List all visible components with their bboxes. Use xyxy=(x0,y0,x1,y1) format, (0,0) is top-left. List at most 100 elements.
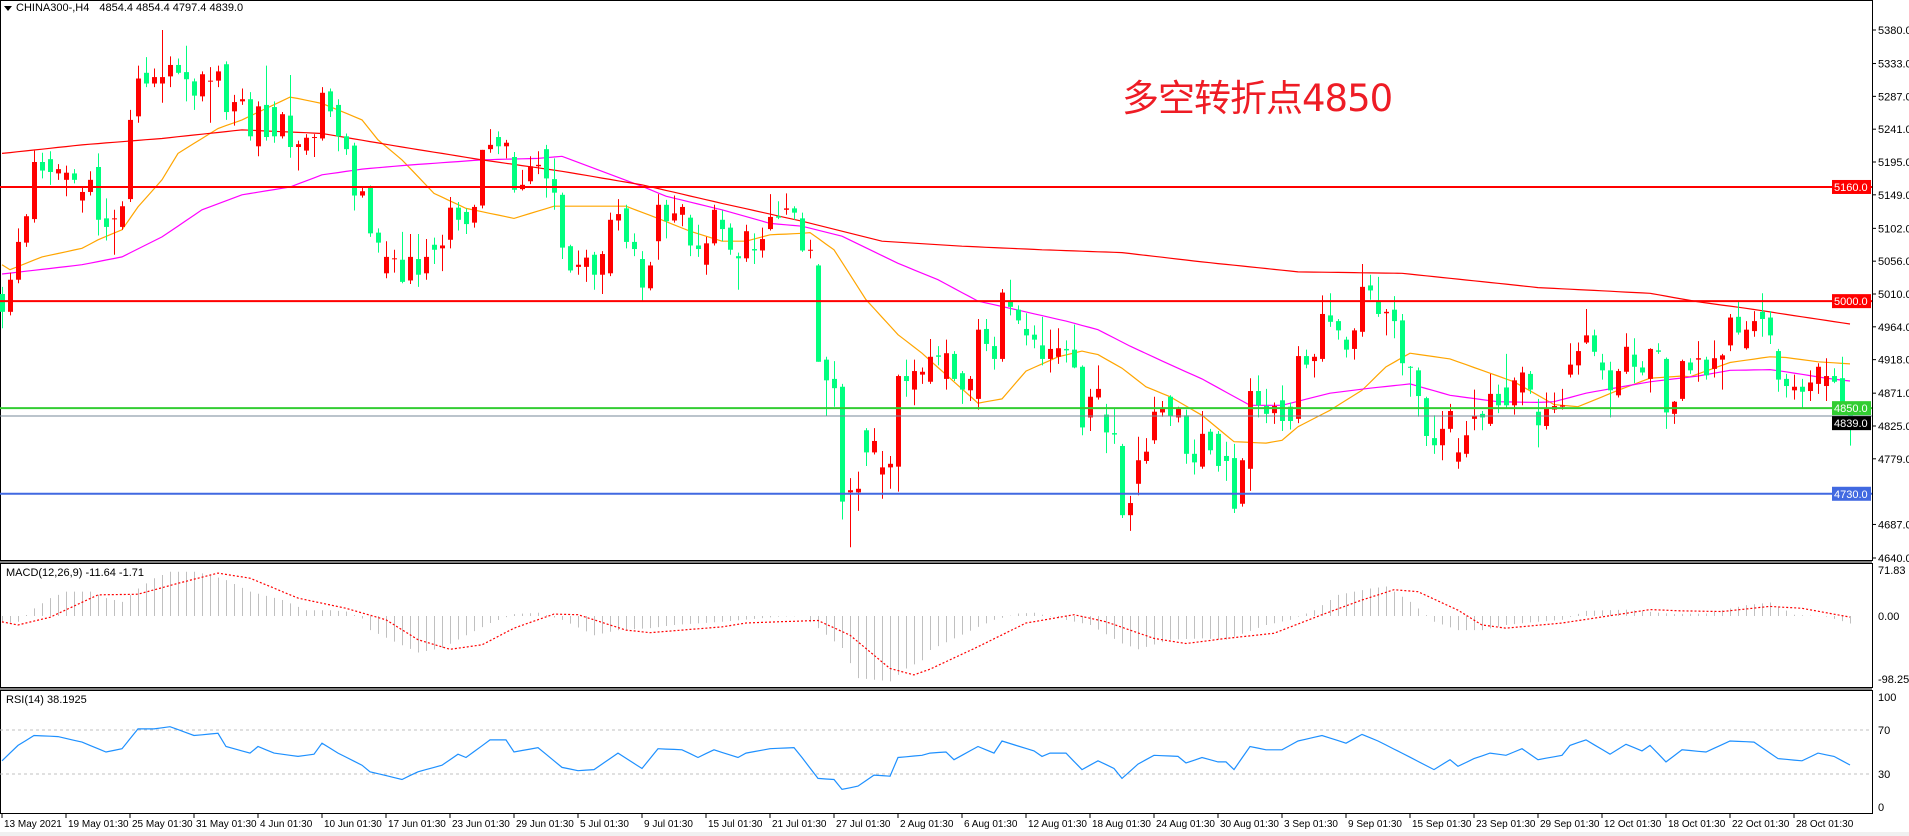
time-tick-label: 13 May 2021 xyxy=(4,819,62,830)
time-tick-label: 31 May 01:30 xyxy=(196,819,257,830)
candle-body xyxy=(128,119,133,200)
candle-body xyxy=(904,376,909,382)
candle-bear xyxy=(1008,279,1013,316)
candle-body xyxy=(1248,391,1253,469)
candle-body xyxy=(1176,408,1181,418)
candle-body xyxy=(304,137,309,151)
candle-body xyxy=(1736,316,1741,333)
level-label-box xyxy=(1832,401,1871,416)
candle-body xyxy=(1016,309,1021,321)
time-tick-label: 28 Oct 01:30 xyxy=(1796,819,1854,830)
candle-bull xyxy=(504,139,509,159)
candle-bear xyxy=(144,57,149,88)
candle-body xyxy=(960,373,965,390)
candle-body xyxy=(928,356,933,382)
candle-bull xyxy=(1240,458,1245,507)
candle-bull xyxy=(648,261,653,291)
candle-body xyxy=(768,216,773,230)
candle-body xyxy=(1600,362,1605,371)
candle-body xyxy=(744,231,749,259)
candle-body xyxy=(864,430,869,453)
candle-bear xyxy=(1432,415,1437,454)
candle-body xyxy=(504,142,509,147)
candle-bull xyxy=(1824,358,1829,402)
candle-bear xyxy=(0,286,5,329)
time-tick-label: 21 Jul 01:30 xyxy=(772,819,827,830)
candle-bear xyxy=(1832,368,1837,384)
candle-body xyxy=(712,209,717,244)
candle-body xyxy=(384,256,389,274)
candle-bear xyxy=(512,152,517,193)
candle-body xyxy=(536,164,541,167)
candle-bull xyxy=(1096,365,1101,400)
candle-body xyxy=(1840,378,1845,407)
candle-bull xyxy=(1488,373,1493,426)
time-tick-label: 22 Oct 01:30 xyxy=(1732,819,1790,830)
candle-bull xyxy=(616,199,621,231)
candle-bull xyxy=(1808,370,1813,402)
main-panel-frame xyxy=(0,0,1873,561)
candle-bear xyxy=(664,199,669,239)
candle-bull xyxy=(64,165,69,197)
candle-body xyxy=(184,72,189,80)
candle-body xyxy=(16,241,21,280)
candle-body xyxy=(432,244,437,250)
candle-bear xyxy=(1368,274,1373,300)
candle-body xyxy=(1088,396,1093,418)
dropdown-triangle-icon[interactable] xyxy=(4,5,12,11)
price-tick-label: 5195.0 xyxy=(1878,157,1909,169)
candle-body xyxy=(912,371,917,390)
candle-bear xyxy=(800,212,805,252)
candle-bear xyxy=(992,336,997,370)
candle-body xyxy=(1368,285,1373,291)
candle-bear xyxy=(728,223,733,255)
candle-bear xyxy=(1080,365,1085,436)
candle-body xyxy=(1680,361,1685,399)
candle-body xyxy=(1648,348,1653,379)
candle-bear xyxy=(544,144,549,198)
candle-body xyxy=(680,206,685,215)
candle-bear xyxy=(696,224,701,257)
price-tick-label: 5333.0 xyxy=(1878,59,1909,71)
candle-bull xyxy=(232,94,237,126)
candle-bull xyxy=(968,376,973,402)
candle-bear xyxy=(464,208,469,235)
candle-body xyxy=(1168,396,1173,417)
candle-body xyxy=(800,218,805,251)
candle-bull xyxy=(136,65,141,123)
candle-body xyxy=(1640,367,1645,373)
macd-label: MACD(12,26,9) -11.64 -1.71 xyxy=(6,567,144,579)
candle-bear xyxy=(592,251,597,290)
candle-body xyxy=(1696,358,1701,360)
candle-bull xyxy=(1560,388,1565,410)
candle-bull xyxy=(128,109,133,202)
candle-body xyxy=(1624,346,1629,372)
candle-bear xyxy=(1376,276,1381,317)
candle-body xyxy=(952,353,957,379)
candle-bull xyxy=(360,186,365,198)
candle-body xyxy=(368,186,373,234)
candle-bear xyxy=(1112,408,1117,444)
candle-bull xyxy=(1696,341,1701,382)
candle-bull xyxy=(1440,411,1445,461)
candle-bull xyxy=(1576,342,1581,375)
candle-body xyxy=(824,359,829,381)
candle-bull xyxy=(856,471,861,511)
candle-body xyxy=(464,211,469,225)
candle-bull xyxy=(208,67,213,123)
candle-body xyxy=(112,218,117,220)
candle-body xyxy=(856,488,861,493)
candle-bull xyxy=(1720,353,1725,390)
candle-body xyxy=(704,243,709,265)
moving-average-line xyxy=(1,96,1851,444)
candle-bull xyxy=(1792,374,1797,400)
candle-body xyxy=(1400,320,1405,364)
candle-body xyxy=(1152,411,1157,441)
candle-body xyxy=(1776,351,1781,380)
candle-bear xyxy=(1504,353,1509,409)
candle-body xyxy=(1712,358,1717,369)
candle-bear xyxy=(1688,358,1693,374)
candle-body xyxy=(1312,356,1317,362)
candle-bear xyxy=(104,198,109,241)
